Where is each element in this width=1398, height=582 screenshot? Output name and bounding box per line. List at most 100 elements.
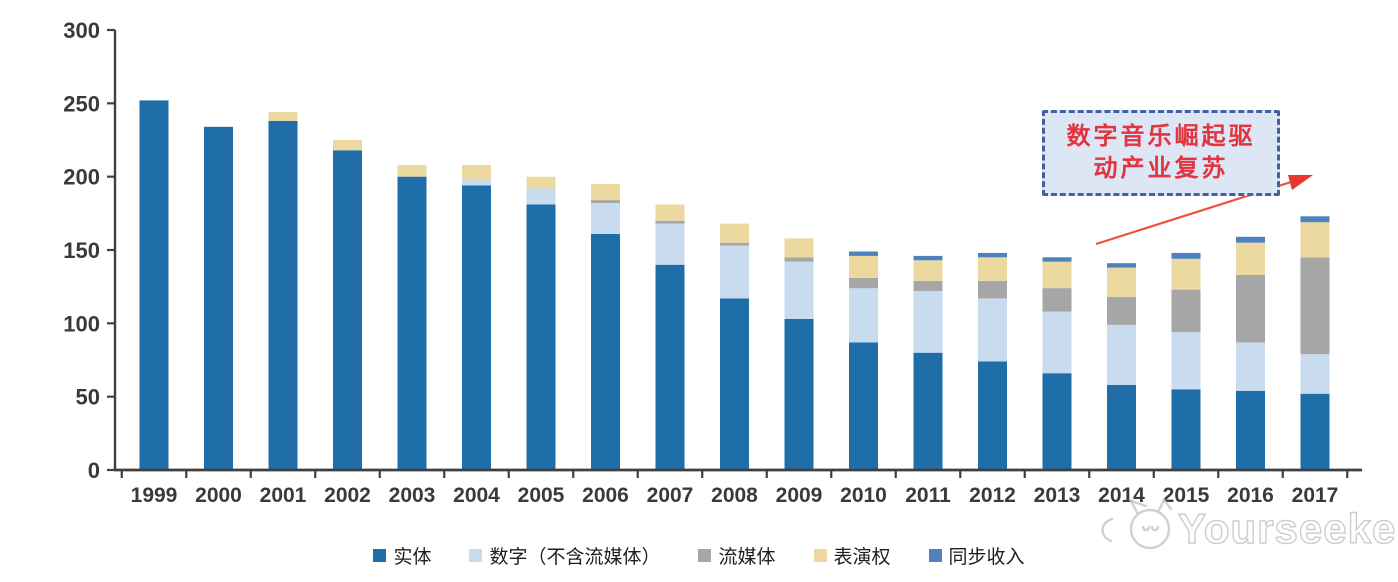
bar-segment — [1107, 263, 1136, 268]
bar-segment — [333, 140, 362, 151]
bar-segment — [1042, 373, 1072, 470]
x-axis-tick-label: 2000 — [195, 484, 242, 507]
x-axis-tick-label: 2016 — [1227, 484, 1274, 507]
bar-segment — [462, 164, 491, 180]
legend-label: 流媒体 — [718, 546, 776, 568]
bar-segment — [655, 264, 685, 470]
y-axis-tick-label: 250 — [63, 91, 100, 116]
bar-segment — [1042, 261, 1072, 289]
bar-segment — [1300, 216, 1330, 223]
legend-item-4: 同步收入 — [928, 542, 1025, 569]
legend-item-3: 表演权 — [813, 542, 891, 569]
legend-swatch — [469, 548, 483, 562]
x-axis-tick-label: 2007 — [647, 484, 694, 507]
bar-segment — [849, 255, 878, 278]
x-axis-tick-label: 2012 — [969, 484, 1016, 507]
legend-swatch — [813, 548, 827, 562]
x-axis-tick-label: 2004 — [453, 484, 500, 507]
bar-segment — [849, 251, 878, 256]
bar-segment — [204, 126, 233, 471]
bar-segment — [1236, 274, 1265, 343]
x-axis-tick-label: 2002 — [324, 484, 371, 507]
bar-segment — [333, 150, 362, 471]
y-axis-tick-label: 0 — [88, 458, 100, 483]
watermark: Yourseeker — [1101, 497, 1398, 553]
bar-segment — [397, 176, 427, 470]
x-axis-tick-label: 2017 — [1292, 484, 1339, 507]
x-axis-tick-label: 2010 — [840, 484, 887, 507]
bar-segment — [1300, 257, 1330, 355]
bar-segment — [784, 257, 814, 262]
bar-segment — [913, 352, 943, 470]
bar-segment — [591, 203, 620, 234]
cat-face-icon — [1101, 497, 1173, 550]
bar-segment — [849, 277, 878, 289]
legend-swatch — [698, 548, 712, 562]
bars-layer — [139, 100, 1330, 471]
bar-segment — [1042, 257, 1072, 262]
bar-segment — [1171, 252, 1201, 259]
x-axis-tick-label: 2006 — [582, 484, 629, 507]
y-axis-tick-label: 200 — [63, 165, 100, 190]
y-axis-labels: 0 50 100 150 200 250 300 — [63, 18, 100, 483]
bar-segment — [1107, 324, 1136, 385]
bar-segment — [1171, 332, 1201, 390]
axes-layer — [107, 28, 1362, 478]
annotation-box: 数字音乐崛起驱 动产业复苏 — [1042, 110, 1280, 196]
bar-segment — [1042, 288, 1072, 312]
bar-segment — [1236, 242, 1265, 275]
bar-segment — [591, 184, 620, 201]
watermark-text: Yourseeker — [1178, 505, 1398, 552]
x-axis-tick-label: 2015 — [1163, 484, 1210, 507]
bar-segment — [591, 200, 620, 203]
bar-segment — [1171, 389, 1201, 470]
bar-segment — [913, 255, 943, 261]
bar-segment — [913, 260, 943, 281]
y-axis-tick-label: 300 — [63, 18, 100, 43]
bar-segment — [1236, 390, 1265, 470]
bar-segment — [655, 220, 685, 224]
bar-segment — [139, 100, 169, 471]
bar-segment — [849, 288, 878, 343]
x-axis-labels: 1999 2000 2001 2002 2003 2004 2005 2006 2007 2008… — [131, 484, 1339, 507]
legend-label: 表演权 — [833, 546, 891, 568]
bar-segment — [1236, 236, 1265, 243]
legend-item-2: 流媒体 — [698, 542, 776, 569]
legend-swatch — [373, 548, 387, 562]
bar-segment — [978, 298, 1007, 362]
bar-segment — [720, 298, 749, 470]
x-axis-tick-label: 2008 — [711, 484, 758, 507]
bar-segment — [397, 164, 427, 177]
y-axis-tick-label: 100 — [63, 311, 100, 336]
bar-segment — [655, 204, 685, 221]
legend-label: 数字（不含流媒体） — [489, 546, 661, 568]
legend-label: 实体 — [393, 546, 432, 568]
bar-segment — [526, 176, 556, 189]
bar-segment — [1300, 393, 1330, 470]
bar-segment — [1107, 384, 1136, 470]
annotation-line1: 数字音乐崛起驱 — [1066, 123, 1256, 150]
y-axis-tick-label: 50 — [76, 385, 100, 410]
bar-segment — [978, 361, 1007, 470]
bar-segment — [526, 188, 556, 205]
bar-segment — [462, 179, 491, 186]
bar-segment — [913, 291, 943, 353]
bar-segment — [978, 280, 1007, 299]
bar-segment — [978, 257, 1007, 281]
bar-segment — [720, 245, 749, 299]
bar-segment — [1236, 342, 1265, 391]
bar-segment — [268, 120, 298, 471]
x-axis-tick-label: 2001 — [260, 484, 307, 507]
bar-segment — [978, 252, 1007, 258]
x-axis-tick-label: 2011 — [905, 484, 951, 507]
bar-segment — [913, 280, 943, 292]
x-axis-tick-label: 2009 — [776, 484, 823, 507]
x-axis-tick-label: 2003 — [389, 484, 436, 507]
y-axis-tick-label: 150 — [63, 238, 100, 263]
bar-segment — [1300, 222, 1330, 258]
x-axis-tick-label: 2013 — [1034, 484, 1081, 507]
bar-segment — [784, 318, 814, 470]
bar-segment — [591, 233, 620, 470]
bar-segment — [849, 342, 878, 470]
